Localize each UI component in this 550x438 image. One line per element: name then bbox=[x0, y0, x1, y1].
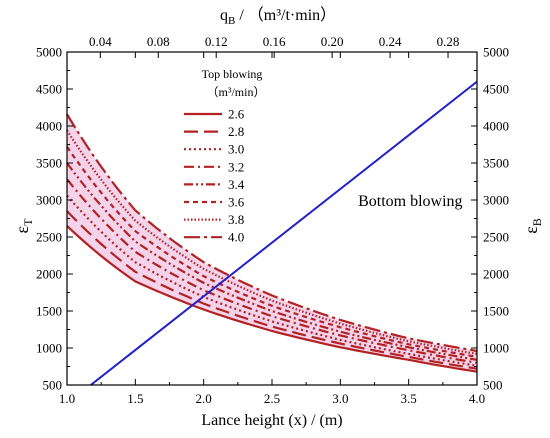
x-tick-label: 2.0 bbox=[196, 391, 212, 406]
y-tick-label-left: 500 bbox=[43, 378, 63, 393]
series-line-3-4 bbox=[66, 162, 478, 361]
legend-label-4-0: 4.0 bbox=[228, 230, 244, 245]
y-tick-label-left: 3000 bbox=[36, 193, 62, 208]
annotation-bottom-blowing: Bottom blowing bbox=[358, 193, 462, 210]
x-tick-label: 2.5 bbox=[264, 391, 280, 406]
x-tick-label: 4.0 bbox=[469, 391, 485, 406]
y-tick-label-left: 3500 bbox=[36, 156, 62, 171]
y-tick-label-right: 2000 bbox=[483, 267, 509, 282]
series-layer bbox=[66, 80, 478, 386]
top-tick-label: 0.16 bbox=[263, 34, 286, 49]
tick-layer: 1.0 1.5 2.0 2.5 3.0 3.5 4.0 0.04 0.08 0.12 0.16 0.2… bbox=[36, 34, 509, 406]
series-band bbox=[67, 114, 477, 372]
legend-label-3-4: 3.4 bbox=[228, 177, 245, 192]
legend-title-line2: （m³/min） bbox=[207, 85, 266, 99]
series-line-3-6 bbox=[66, 146, 478, 358]
y-tick-label-left: 2000 bbox=[36, 267, 62, 282]
band-layer bbox=[67, 114, 477, 372]
legend-label-2-6: 2.6 bbox=[228, 107, 245, 122]
legend-items: 2.6 2.8 3.0 3.2 3.4 3.6 3.8 4.0 bbox=[184, 107, 245, 245]
x-tick-label: 1.5 bbox=[127, 391, 143, 406]
y-tick-label-right: 4500 bbox=[483, 82, 509, 97]
y-tick-label-left: 1500 bbox=[36, 304, 62, 319]
legend-title-line1: Top blowing bbox=[202, 67, 263, 81]
y-tick-label-right: 1000 bbox=[483, 341, 509, 356]
top-tick-label: 0.24 bbox=[379, 34, 402, 49]
x-tick-label: 3.5 bbox=[401, 391, 417, 406]
series-line-3-8 bbox=[66, 129, 478, 355]
x-tick-label: 3.0 bbox=[332, 391, 348, 406]
y-tick-label-right: 500 bbox=[483, 378, 503, 393]
y-tick-label-right: 4000 bbox=[483, 119, 509, 134]
legend-label-3-6: 3.6 bbox=[228, 195, 245, 210]
series-line-bottom-blowing bbox=[90, 80, 478, 386]
x-tick-label: 1.0 bbox=[59, 391, 75, 406]
series-line-2-8 bbox=[66, 210, 478, 370]
y-tick-label-right: 5000 bbox=[483, 45, 509, 60]
y-tick-label-left: 4000 bbox=[36, 119, 62, 134]
legend-label-3-0: 3.0 bbox=[228, 142, 244, 157]
y-tick-label-right: 3000 bbox=[483, 193, 509, 208]
top-tick-label: 0.12 bbox=[205, 34, 228, 49]
top-axis-title: qB / （m³/t·min） bbox=[220, 6, 336, 27]
series-line-2-6 bbox=[66, 225, 478, 373]
series-line-4-0 bbox=[66, 113, 478, 353]
y-tick-label-left: 2500 bbox=[36, 230, 62, 245]
y-left-axis-title: εT bbox=[12, 218, 35, 234]
top-tick-label: 0.28 bbox=[437, 34, 460, 49]
top-tick-label: 0.04 bbox=[89, 34, 112, 49]
top-tick-label: 0.08 bbox=[147, 34, 170, 49]
y-tick-label-left: 4500 bbox=[36, 82, 62, 97]
legend-label-2-8: 2.8 bbox=[228, 124, 244, 139]
y-tick-label-right: 2500 bbox=[483, 230, 509, 245]
x-axis-title: Lance height (x) / (m) bbox=[201, 412, 342, 429]
y-tick-label-left: 5000 bbox=[36, 45, 62, 60]
y-right-axis-title: εB bbox=[521, 218, 544, 234]
top-tick-label: 0.20 bbox=[321, 34, 344, 49]
series-line-3-0 bbox=[66, 194, 478, 367]
y-tick-label-right: 1500 bbox=[483, 304, 509, 319]
legend-label-3-2: 3.2 bbox=[228, 159, 244, 174]
legend-label-3-8: 3.8 bbox=[228, 212, 244, 227]
legend: Top blowing （m³/min） 2.6 2.8 3.0 3.2 3.4 3.6 3… bbox=[184, 67, 265, 245]
y-tick-label-right: 3500 bbox=[483, 156, 509, 171]
y-tick-label-left: 1000 bbox=[36, 341, 62, 356]
